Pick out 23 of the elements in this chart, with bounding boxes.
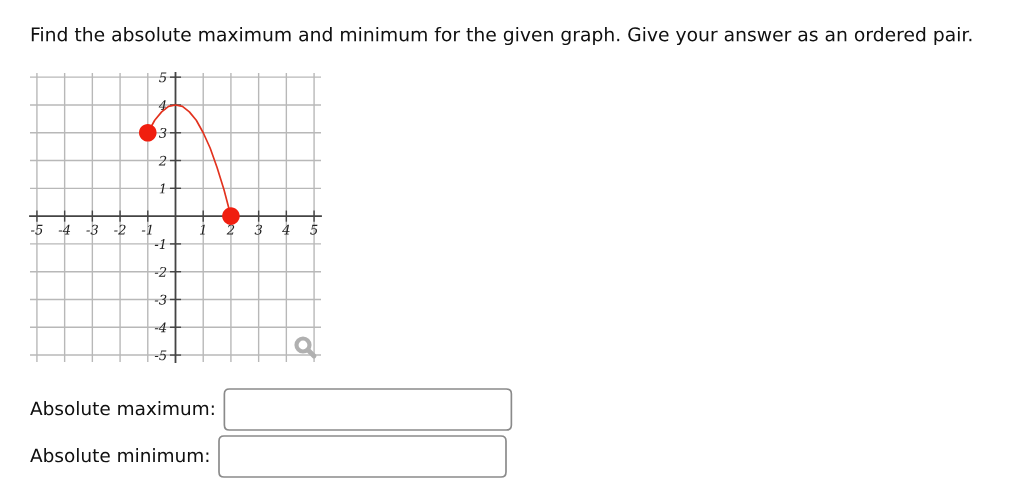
x-tick-label: -3 bbox=[86, 224, 98, 235]
y-tick-label: 1 bbox=[159, 183, 165, 194]
y-tick-label: -2 bbox=[154, 266, 167, 277]
y-tick-label: 2 bbox=[158, 155, 167, 166]
text: Absolute maximum: bbox=[30, 401, 214, 416]
x-tick-label: 2 bbox=[226, 224, 235, 235]
text: Absolute minimum: bbox=[30, 448, 209, 463]
y-tick-label: -4 bbox=[154, 322, 167, 333]
text: Find the absolute maximum and minimum for the given graph. Give your answer as an ordered pair. bbox=[31, 26, 972, 46]
y-tick-label: -5 bbox=[154, 350, 167, 361]
x-tick-label: 4 bbox=[282, 224, 290, 235]
x-tick-label: -4 bbox=[58, 224, 71, 235]
x-tick-label: 1 bbox=[199, 224, 205, 235]
x-tick-label: -5 bbox=[30, 224, 43, 235]
x-tick-label: 5 bbox=[310, 224, 318, 235]
y-tick-label: 3 bbox=[158, 127, 167, 138]
x-tick-label: -1 bbox=[141, 224, 152, 235]
y-tick-label: -1 bbox=[154, 239, 165, 249]
y-tick-label: 5 bbox=[159, 72, 167, 83]
y-tick-label: -3 bbox=[154, 294, 167, 305]
x-tick-label: -2 bbox=[114, 224, 126, 235]
y-tick-label: 4 bbox=[158, 100, 167, 110]
x-tick-label: 3 bbox=[254, 224, 263, 235]
